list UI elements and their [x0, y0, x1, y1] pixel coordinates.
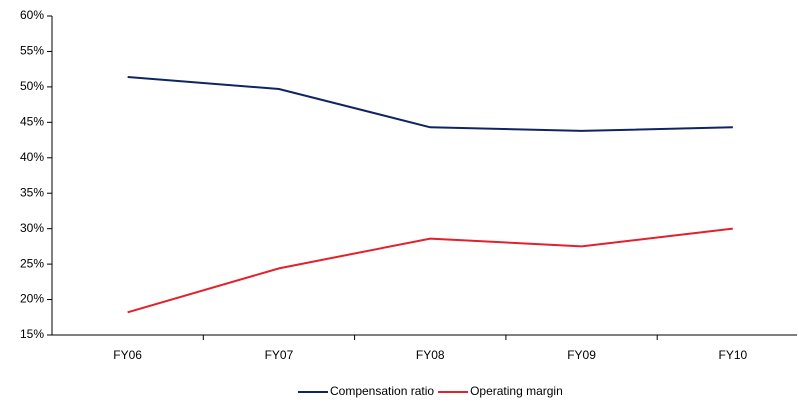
- y-tick-label: 45%: [20, 115, 44, 129]
- legend-label: Operating margin: [470, 384, 563, 398]
- y-tick-label: 35%: [20, 185, 44, 199]
- x-tick-label: FY07: [265, 348, 294, 362]
- y-tick-label: 40%: [20, 150, 44, 164]
- y-tick-label: 50%: [20, 79, 44, 93]
- y-tick-label: 30%: [20, 221, 44, 235]
- y-tick-label: 55%: [20, 44, 44, 58]
- series-line: [127, 227, 733, 314]
- y-tick-label: 25%: [20, 256, 44, 270]
- series-line: [127, 75, 733, 132]
- x-tick-label: FY06: [113, 348, 142, 362]
- x-tick-label: FY10: [719, 348, 748, 362]
- y-tick-label: 15%: [20, 327, 44, 341]
- x-tick-label: FY08: [416, 348, 445, 362]
- y-tick-label: 60%: [20, 8, 44, 22]
- y-tick-label: 20%: [20, 292, 44, 306]
- legend-label: Compensation ratio: [330, 384, 434, 398]
- x-tick-label: FY09: [567, 348, 596, 362]
